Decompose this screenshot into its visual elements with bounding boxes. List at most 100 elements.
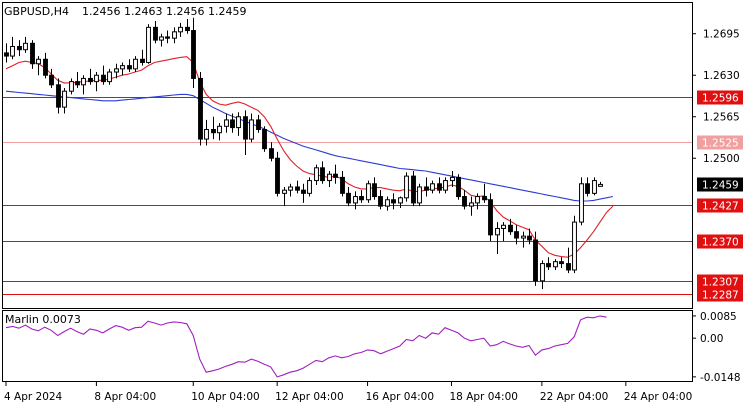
bear-candle-body bbox=[140, 58, 145, 63]
bull-candle-body bbox=[94, 74, 99, 83]
candle bbox=[443, 177, 448, 194]
bull-candle-body bbox=[353, 196, 358, 204]
level-price-tag bbox=[697, 198, 743, 213]
bear-candle-body bbox=[256, 119, 261, 131]
bull-candle-body bbox=[159, 36, 164, 41]
candle bbox=[592, 177, 597, 196]
bull-candle-body bbox=[178, 26, 183, 33]
bull-candle-body bbox=[36, 58, 41, 65]
bear-candle-body bbox=[153, 26, 158, 41]
candle bbox=[430, 180, 435, 194]
bear-candle-body bbox=[262, 129, 267, 150]
candle bbox=[107, 68, 112, 85]
candle bbox=[114, 63, 119, 79]
bull-candle-body bbox=[469, 202, 474, 207]
level-price-label: 1.2427 bbox=[702, 201, 739, 213]
candle bbox=[224, 113, 229, 133]
x-tick-label: 22 Apr 04:00 bbox=[540, 391, 608, 403]
bear-candle-body bbox=[75, 81, 80, 86]
bull-candle-body bbox=[475, 196, 480, 204]
bear-candle-body bbox=[198, 77, 203, 140]
y-tick-label: 1.2630 bbox=[703, 70, 740, 82]
bull-candle-body bbox=[598, 183, 603, 187]
bull-candle-body bbox=[133, 58, 138, 70]
candle bbox=[469, 196, 474, 216]
candle bbox=[43, 52, 48, 79]
bull-candle-body bbox=[23, 42, 28, 51]
bull-candle-body bbox=[107, 71, 112, 83]
candle bbox=[566, 247, 571, 274]
candle bbox=[424, 177, 429, 197]
candle bbox=[391, 193, 396, 210]
level-price-label: 1.2525 bbox=[702, 138, 739, 150]
candle bbox=[475, 193, 480, 210]
bull-candle-body bbox=[81, 77, 86, 86]
current-price-label: 1.2459 bbox=[702, 180, 739, 192]
bull-candle-body bbox=[495, 227, 500, 236]
candle bbox=[417, 183, 422, 207]
candle bbox=[340, 171, 345, 197]
bear-candle-body bbox=[295, 186, 300, 191]
candle bbox=[501, 222, 506, 242]
bear-candle-body bbox=[333, 173, 338, 178]
bear-candle-body bbox=[527, 235, 532, 241]
bull-candle-body bbox=[398, 197, 403, 204]
candle bbox=[4, 43, 9, 63]
candle bbox=[198, 72, 203, 146]
bear-candle-body bbox=[424, 186, 429, 191]
candle bbox=[301, 183, 306, 203]
bear-candle-body bbox=[43, 58, 48, 76]
candle bbox=[411, 171, 416, 207]
indicator-series bbox=[5, 315, 607, 378]
level-price-tag bbox=[697, 90, 743, 105]
x-tick-label: 12 Apr 04:00 bbox=[275, 391, 343, 403]
level-price-label: 1.2370 bbox=[702, 237, 739, 249]
candle bbox=[56, 78, 61, 114]
bull-candle-body bbox=[404, 175, 409, 199]
bull-candle-body bbox=[314, 167, 319, 182]
moving-averages bbox=[5, 56, 614, 258]
bull-candle-body bbox=[282, 189, 287, 194]
bear-candle-body bbox=[488, 199, 493, 236]
bull-candle-body bbox=[114, 68, 119, 73]
bear-candle-body bbox=[4, 52, 9, 57]
candle bbox=[10, 36, 15, 60]
candle bbox=[127, 59, 132, 73]
bull-candle-body bbox=[307, 180, 312, 194]
candle bbox=[314, 164, 319, 186]
time-axis: 4 Apr 2024 8 Apr 04:00 10 Apr 04:00 12 Apr … bbox=[4, 382, 692, 403]
bear-candle-body bbox=[269, 148, 274, 159]
candle bbox=[333, 164, 338, 184]
bear-candle-body bbox=[101, 74, 106, 83]
bear-candle-body bbox=[88, 77, 93, 83]
candle bbox=[88, 68, 93, 85]
indicator-panel-frame bbox=[2, 310, 693, 382]
bull-candle-body bbox=[172, 31, 177, 39]
candle bbox=[269, 142, 274, 162]
x-tick-label: 18 Apr 04:00 bbox=[450, 391, 518, 403]
bear-candle-body bbox=[391, 199, 396, 204]
bull-candle-body bbox=[217, 125, 222, 134]
x-tick-label: 8 Apr 04:00 bbox=[94, 391, 156, 403]
candle bbox=[456, 174, 461, 200]
candle bbox=[482, 183, 487, 203]
candle bbox=[450, 171, 455, 187]
candle bbox=[598, 181, 603, 187]
candle bbox=[172, 27, 177, 44]
osc-tick-label: 0.0085 bbox=[700, 311, 737, 323]
candle bbox=[359, 190, 364, 203]
bull-candle-body bbox=[224, 119, 229, 127]
candle bbox=[559, 257, 564, 269]
candle bbox=[579, 177, 584, 226]
bear-candle-body bbox=[165, 36, 170, 39]
bear-candle-body bbox=[411, 175, 416, 204]
osc-tick-label: -0.0148 bbox=[700, 372, 741, 384]
bear-candle-body bbox=[372, 183, 377, 198]
candle bbox=[527, 228, 532, 245]
bull-candle-body bbox=[572, 221, 577, 271]
level-price-tag bbox=[697, 234, 743, 249]
candle bbox=[256, 114, 261, 133]
candle bbox=[36, 56, 41, 76]
